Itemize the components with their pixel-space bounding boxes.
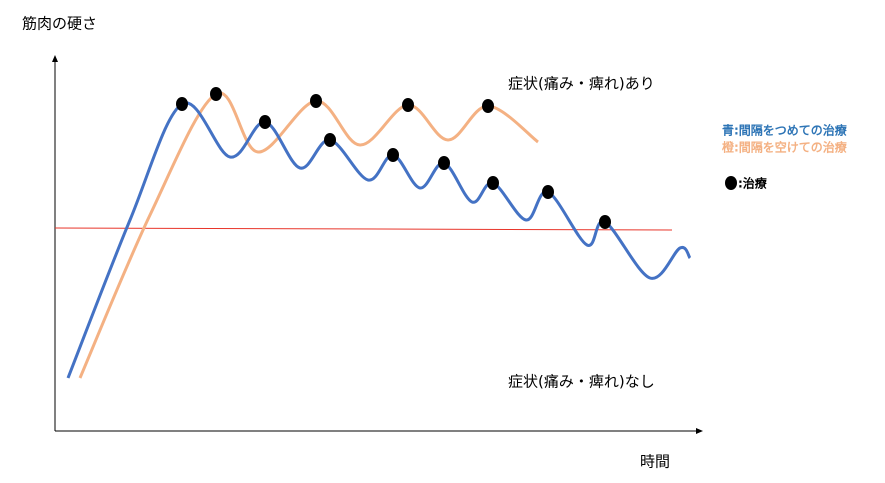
treatment-dot xyxy=(324,133,336,147)
legend-treatment: :治療 xyxy=(738,176,767,191)
treatment-dot xyxy=(599,215,611,229)
legend-blue: 青:間隔をつめての治療 xyxy=(722,123,847,138)
treatment-dot xyxy=(402,98,414,112)
treatment-dot xyxy=(482,99,494,113)
treatment-dot xyxy=(487,176,499,190)
y-axis-label: 筋肉の硬さ xyxy=(22,15,97,33)
treatment-dot xyxy=(210,87,222,101)
treatment-dots xyxy=(176,87,611,229)
blue-curve xyxy=(66,101,692,379)
legend-dot xyxy=(725,176,737,190)
treatment-dot xyxy=(259,115,271,129)
treatment-dot xyxy=(176,97,188,111)
annotation: 症状(痛み・痺れ)あり xyxy=(508,75,655,93)
x-axis-label: 時間 xyxy=(640,453,670,471)
threshold-line xyxy=(54,227,673,231)
treatment-dot xyxy=(438,156,450,170)
orange-curve xyxy=(78,91,539,379)
legend-orange: 橙:間隔を空けての治療 xyxy=(722,140,847,155)
annotation: 症状(痛み・痺れ)なし xyxy=(508,373,655,391)
treatment-dot xyxy=(387,148,399,162)
treatment-dot xyxy=(310,94,322,108)
treatment-dot xyxy=(542,185,554,199)
